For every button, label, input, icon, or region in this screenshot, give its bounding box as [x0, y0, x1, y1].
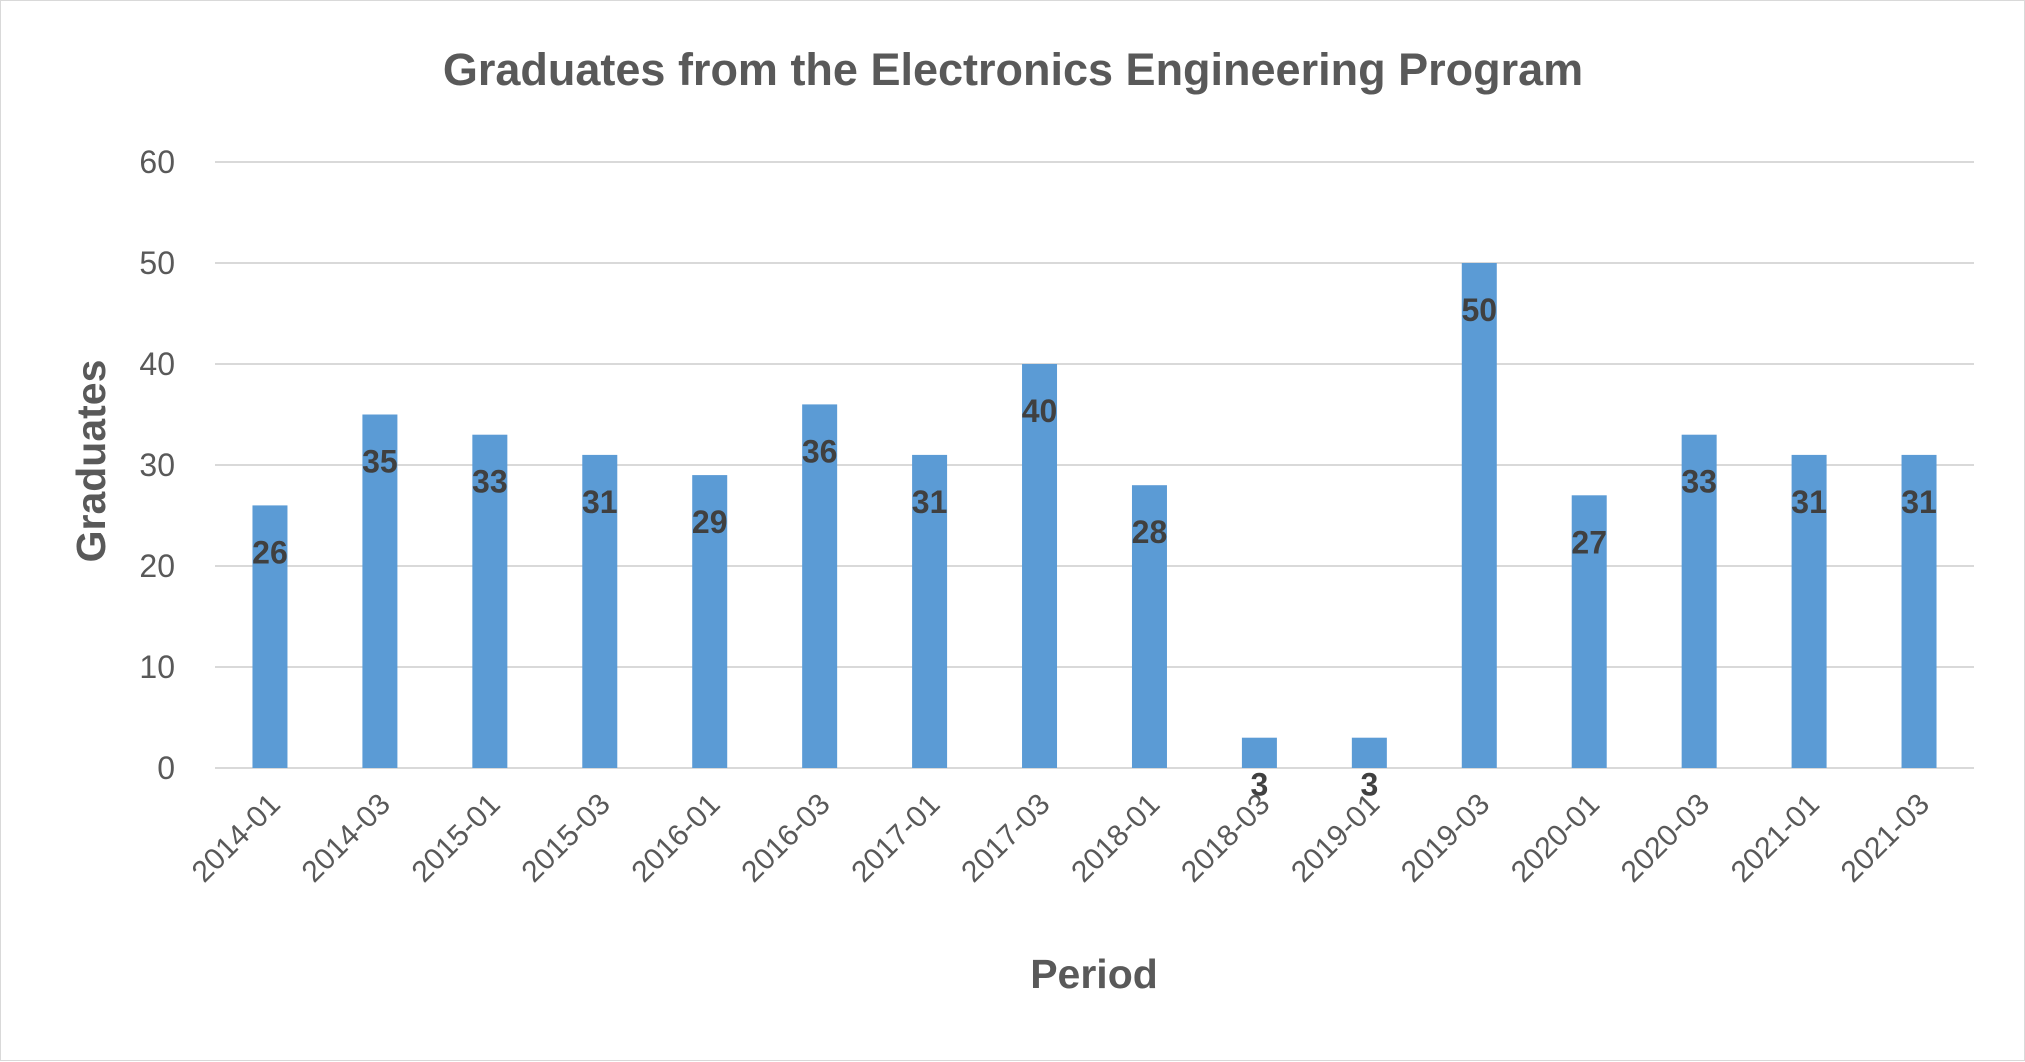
bar-2017-01 — [912, 454, 948, 768]
bar-2019-03 — [1461, 263, 1497, 768]
x-tick-label: 2014-03 — [296, 788, 397, 889]
data-label-2015-01: 33 — [472, 464, 508, 500]
x-tick-label: 2021-03 — [1835, 788, 1936, 889]
gridlines — [215, 161, 1974, 769]
bar-2018-01 — [1131, 485, 1167, 768]
data-label-2020-01: 27 — [1571, 524, 1607, 560]
y-axis-title: Graduates — [68, 360, 114, 563]
bar-2020-01 — [1571, 495, 1607, 768]
x-tick-label: 2018-03 — [1175, 788, 1276, 889]
data-label-2015-03: 31 — [582, 484, 618, 520]
x-axis-title: Period — [1030, 951, 1158, 997]
bar-2020-03 — [1681, 434, 1717, 768]
x-tick-label: 2021-01 — [1725, 788, 1826, 889]
bars — [252, 263, 1937, 768]
x-tick-label: 2018-01 — [1065, 788, 1166, 889]
x-tick-label: 2016-03 — [735, 788, 836, 889]
data-label-2018-01: 28 — [1132, 514, 1168, 550]
x-tick-label: 2015-01 — [406, 788, 507, 889]
data-label-2021-03: 31 — [1901, 484, 1937, 520]
y-tick-label: 20 — [139, 548, 175, 584]
bar-2021-01 — [1791, 454, 1827, 768]
x-tick-label: 2015-03 — [516, 788, 617, 889]
data-label-2018-03: 3 — [1251, 767, 1269, 803]
bar-2015-03 — [582, 454, 618, 768]
data-label-2017-03: 40 — [1022, 393, 1058, 429]
data-label-2016-01: 29 — [692, 504, 728, 540]
data-label-2014-03: 35 — [362, 444, 398, 480]
data-label-2017-01: 31 — [912, 484, 948, 520]
chart-title: Graduates from the Electronics Engineeri… — [443, 44, 1583, 95]
data-label-2019-03: 50 — [1461, 292, 1497, 328]
y-tick-label: 30 — [139, 447, 175, 483]
data-label-2020-03: 33 — [1681, 464, 1717, 500]
y-tick-label: 50 — [139, 245, 175, 281]
bar-2016-03 — [802, 404, 838, 768]
x-tick-label: 2014-01 — [186, 788, 287, 889]
data-label-2021-01: 31 — [1791, 484, 1827, 520]
x-tick-label: 2020-01 — [1505, 788, 1606, 889]
x-tick-label: 2020-03 — [1615, 788, 1716, 889]
x-tick-label: 2019-01 — [1285, 788, 1386, 889]
data-label-2019-01: 3 — [1360, 767, 1378, 803]
bar-2021-03 — [1901, 454, 1937, 768]
bar-2017-03 — [1022, 364, 1058, 768]
x-tick-label: 2016-01 — [625, 788, 726, 889]
x-tick-label: 2017-03 — [955, 788, 1056, 889]
bar-2014-01 — [252, 505, 288, 768]
data-label-2016-03: 36 — [802, 433, 838, 469]
y-tick-label: 40 — [139, 346, 175, 382]
x-tick-label: 2017-01 — [845, 788, 946, 889]
bar-2018-03 — [1241, 737, 1277, 768]
y-tick-label: 0 — [157, 750, 175, 786]
y-tick-label: 10 — [139, 649, 175, 685]
x-axis-ticks: 2014-01 2014-03 2015-01 2015-03 2016-01 2016-… — [186, 788, 1936, 889]
data-label-2014-01: 26 — [252, 534, 288, 570]
bar-2019-01 — [1351, 737, 1387, 768]
bar-2016-01 — [692, 475, 728, 768]
y-tick-label: 60 — [139, 144, 175, 180]
y-axis-ticks: 0 10 20 30 40 50 60 — [139, 144, 175, 786]
x-tick-label: 2019-03 — [1395, 788, 1496, 889]
bar-2015-01 — [472, 434, 508, 768]
bar-2014-03 — [362, 414, 398, 768]
